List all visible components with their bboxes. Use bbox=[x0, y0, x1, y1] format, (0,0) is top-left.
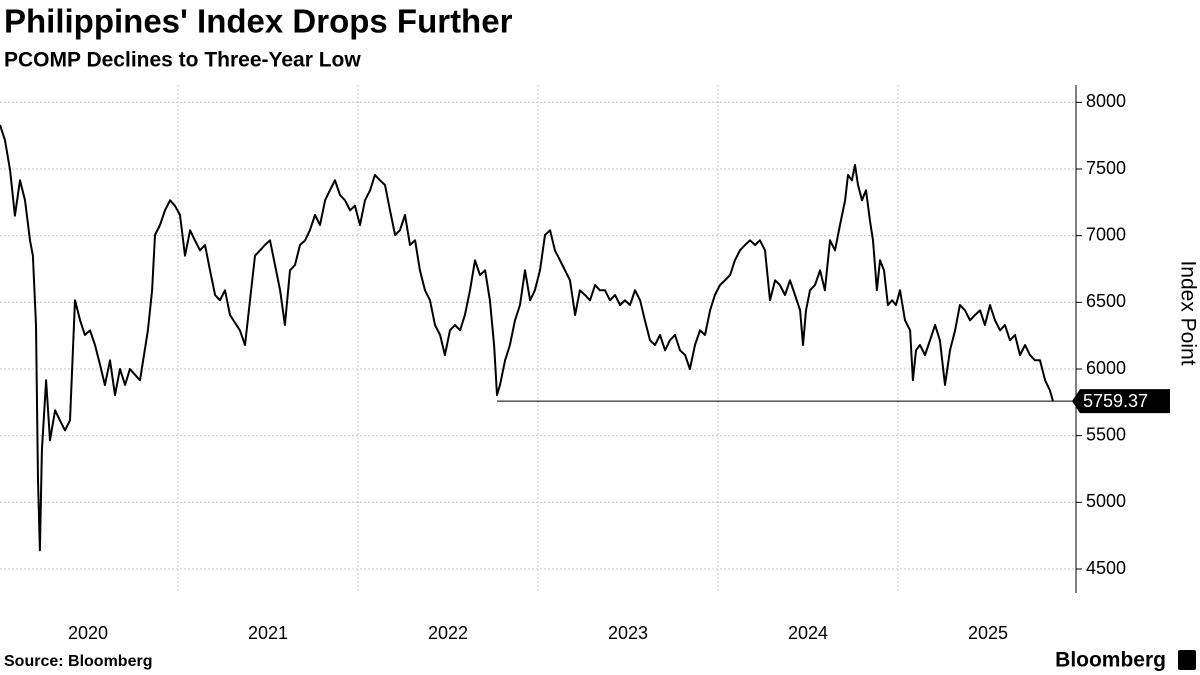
y-tick-label: 8000 bbox=[1086, 91, 1126, 111]
chart-subtitle: PCOMP Declines to Three-Year Low bbox=[4, 49, 361, 72]
y-tick-label: 4500 bbox=[1086, 558, 1126, 578]
x-tick-label: 2021 bbox=[248, 623, 288, 643]
chart-title: Philippines' Index Drops Further bbox=[4, 3, 513, 40]
y-tick-label: 6500 bbox=[1086, 291, 1126, 311]
x-tick-label: 2025 bbox=[968, 623, 1008, 643]
x-tick-label: 2024 bbox=[788, 623, 828, 643]
last-value-box bbox=[1072, 389, 1170, 414]
source: Source: Bloomberg bbox=[4, 653, 152, 670]
y-tick-label: 7000 bbox=[1086, 224, 1126, 244]
y-axis-label: Index Point bbox=[1176, 260, 1199, 365]
brand-icon bbox=[1178, 650, 1196, 670]
line-series bbox=[0, 124, 1054, 552]
y-tick-label: 5500 bbox=[1086, 424, 1126, 444]
x-tick-label: 2022 bbox=[428, 623, 468, 643]
brand: Bloomberg bbox=[1055, 649, 1166, 672]
last-value-label: 5759.37 bbox=[1083, 391, 1148, 411]
y-tick-label: 5000 bbox=[1086, 491, 1126, 511]
x-tick-label: 2020 bbox=[68, 623, 108, 643]
y-tick-label: 6000 bbox=[1086, 358, 1126, 378]
y-tick-label: 7500 bbox=[1086, 158, 1126, 178]
x-tick-label: 2023 bbox=[608, 623, 648, 643]
